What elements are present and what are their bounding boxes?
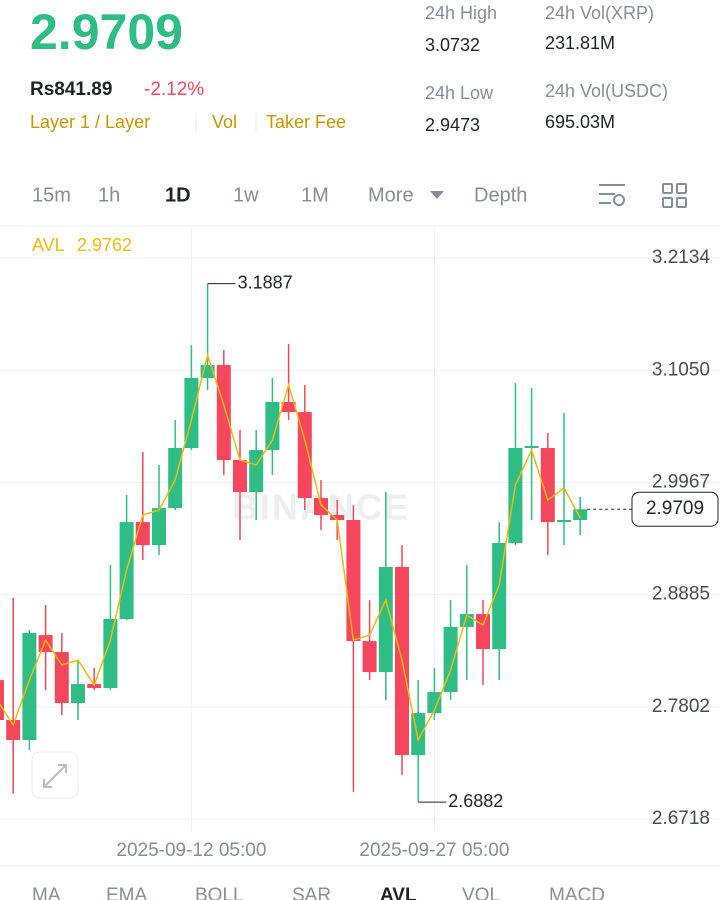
dropdown-arrow[interactable] — [430, 191, 444, 199]
tab[interactable]: 15m — [32, 184, 71, 206]
last-price-label: 2.9709 — [646, 498, 704, 519]
high-label: 3.1887 — [238, 272, 293, 292]
tag[interactable]: Layer 1 / Layer — [30, 112, 150, 132]
stat-label: 24h High — [425, 3, 497, 23]
candle-body — [38, 635, 53, 653]
candle-body — [524, 445, 539, 449]
candle-body — [427, 692, 442, 714]
expand-button[interactable] — [31, 751, 79, 799]
candle-body — [233, 460, 247, 493]
tab[interactable]: 1w — [233, 184, 259, 206]
candle-body — [540, 448, 555, 523]
y-tick-label: 2.7802 — [652, 696, 710, 717]
candle-body — [314, 498, 328, 516]
y-tick-label: 3.2134 — [652, 247, 711, 268]
candle-body — [216, 365, 231, 461]
avl-legend-name: AVL — [32, 235, 65, 255]
candle-body — [508, 448, 523, 543]
stat-value: 231.81M — [545, 33, 615, 53]
stat-label: 24h Vol(XRP) — [545, 3, 654, 23]
price-change: -2.12% — [144, 79, 204, 100]
candle-body — [557, 520, 571, 523]
tab[interactable]: 1h — [98, 184, 120, 206]
avl-legend-value: 2.9762 — [77, 235, 132, 255]
low-label: 2.6882 — [448, 791, 503, 811]
tab[interactable]: More — [368, 184, 414, 206]
tag[interactable]: Taker Fee — [266, 112, 346, 132]
candle-body — [71, 684, 85, 704]
indicator-tabs: MA EMA BOLL SAR AVL VOL MACD — [32, 885, 605, 900]
candle-body — [22, 633, 37, 741]
tag[interactable]: Vol — [212, 112, 237, 132]
indicator[interactable]: MACD — [549, 885, 605, 900]
candle-body — [362, 641, 377, 673]
stat-value: 695.03M — [545, 112, 615, 132]
plot: 2.6718 2.7802 2.8885 2.9967 3.1050 3.2134 2025… — [0, 228, 720, 861]
x-tick-label: 2025-09-27 05:00 — [359, 840, 509, 861]
layout-icon[interactable] — [662, 183, 687, 208]
candle-body — [0, 680, 4, 721]
y-tick-label: 2.9967 — [652, 472, 710, 493]
stat-value: 2.9473 — [425, 115, 480, 135]
last-price-tag — [631, 491, 719, 527]
candle-body — [6, 720, 21, 741]
candle-body — [476, 614, 490, 650]
settings-icon[interactable] — [599, 184, 625, 206]
fiat-price: Rs841.89 — [30, 79, 112, 100]
avl-line — [0, 352, 581, 743]
candle-body — [265, 402, 280, 451]
stat-label: 24h Vol(USDC) — [545, 81, 668, 101]
indicator[interactable]: MA — [32, 885, 61, 900]
candle-body — [54, 652, 69, 704]
candle-body — [346, 520, 361, 642]
last-price: 2.9709 — [30, 4, 183, 60]
stat-value: 3.0732 — [425, 35, 480, 55]
candle-body — [443, 627, 458, 693]
indicator[interactable]: BOLL — [195, 885, 244, 900]
tab-active[interactable]: 1D — [165, 184, 191, 206]
tab[interactable]: 1M — [301, 184, 329, 206]
candle-body — [297, 412, 312, 499]
candle-body — [103, 619, 118, 689]
y-tick-label: 2.6718 — [652, 808, 710, 829]
y-tick-label: 3.1050 — [652, 359, 710, 380]
candle-body — [378, 567, 393, 673]
indicator[interactable]: SAR — [292, 885, 331, 900]
y-tick-label: 2.8885 — [652, 584, 710, 605]
interval-tabs: 15m 1h 1D 1w 1M More Depth — [32, 184, 527, 206]
x-tick-label: 2025-09-12 05:00 — [116, 840, 266, 861]
candle-body — [492, 542, 507, 650]
candle-body — [152, 508, 166, 546]
indicator-active[interactable]: AVL — [380, 885, 417, 900]
indicator[interactable]: VOL — [462, 885, 500, 900]
stat-label: 24h Low — [425, 83, 494, 103]
candle-body — [330, 515, 345, 521]
indicator[interactable]: EMA — [106, 885, 148, 900]
tab[interactable]: Depth — [474, 184, 527, 206]
candle-body — [281, 402, 296, 413]
candle-body — [573, 509, 588, 521]
